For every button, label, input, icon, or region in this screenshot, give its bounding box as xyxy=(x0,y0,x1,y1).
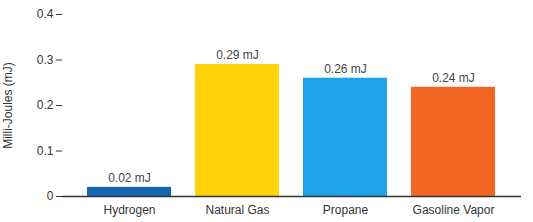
svg-text:0.24 mJ: 0.24 mJ xyxy=(432,71,475,85)
svg-text:Milli-Joules (mJ): Milli-Joules (mJ) xyxy=(1,62,15,149)
svg-text:0.29 mJ: 0.29 mJ xyxy=(216,48,259,62)
svg-text:0.1: 0.1 xyxy=(37,144,54,158)
svg-text:Gasoline Vapor: Gasoline Vapor xyxy=(413,203,495,217)
svg-text:Hydrogen: Hydrogen xyxy=(103,203,155,217)
svg-text:0.2: 0.2 xyxy=(37,98,54,112)
svg-text:Propane: Propane xyxy=(323,203,369,217)
svg-text:0.26 mJ: 0.26 mJ xyxy=(324,62,367,76)
svg-text:Natural Gas: Natural Gas xyxy=(205,203,269,217)
svg-text:0: 0 xyxy=(47,189,54,203)
svg-text:0.4: 0.4 xyxy=(37,7,54,21)
svg-text:0.3: 0.3 xyxy=(37,53,54,67)
svg-text:0.02 mJ: 0.02 mJ xyxy=(108,171,151,185)
